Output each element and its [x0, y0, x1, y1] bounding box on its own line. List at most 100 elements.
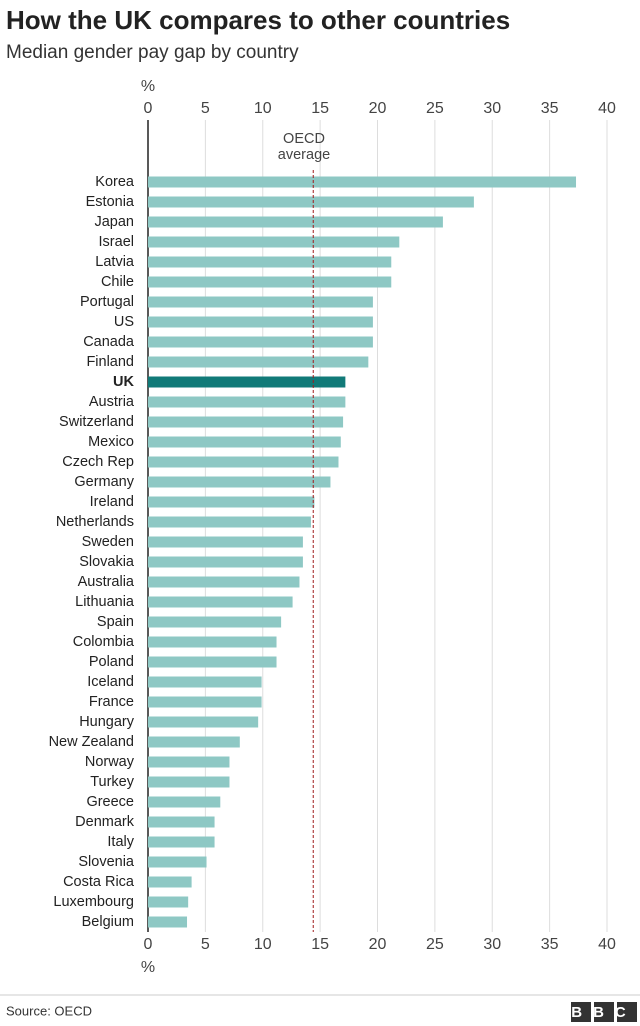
y-tick-label: Japan: [94, 214, 134, 230]
y-tick-label: Latvia: [95, 254, 135, 270]
y-tick-label: Portugal: [80, 294, 134, 310]
bar: [148, 296, 373, 308]
x-tick-label: 15: [311, 100, 329, 117]
bar: [148, 576, 300, 588]
x-axis-label: %: [141, 78, 155, 95]
bar: [148, 416, 344, 428]
x-axis-label: %: [141, 959, 155, 976]
bar: [148, 256, 392, 268]
x-tick-label: 30: [483, 936, 501, 953]
y-tick-label: Mexico: [88, 434, 134, 450]
bar: [148, 176, 577, 188]
y-tick-label: New Zealand: [49, 734, 134, 750]
bar: [148, 336, 373, 348]
x-tick-label: 10: [254, 936, 272, 953]
bar: [148, 736, 240, 748]
bar: [148, 196, 474, 208]
annotation-label: OECD: [283, 131, 325, 147]
y-tick-label: Korea: [95, 174, 135, 190]
bar: [148, 356, 369, 368]
bar: [148, 496, 315, 508]
bar: [148, 836, 215, 848]
bar: [148, 896, 189, 908]
y-tick-label: Ireland: [90, 494, 134, 510]
x-tick-label: 30: [483, 100, 501, 117]
bar: [148, 456, 339, 468]
annotation-label: average: [278, 147, 330, 163]
bar: [148, 376, 346, 388]
y-tick-label: Denmark: [75, 814, 135, 830]
bar: [148, 656, 277, 668]
bar: [148, 476, 331, 488]
x-tick-label: 35: [541, 936, 559, 953]
y-tick-label: Canada: [83, 334, 135, 350]
x-tick-label: 5: [201, 936, 210, 953]
x-tick-label: 35: [541, 100, 559, 117]
bar: [148, 316, 373, 328]
x-tick-label: 10: [254, 100, 272, 117]
logo-boxes: [571, 1002, 637, 1022]
bar: [148, 696, 262, 708]
x-tick-label: 0: [144, 936, 153, 953]
bar: [148, 536, 303, 548]
y-tick-label: US: [114, 314, 134, 330]
bar: [148, 616, 282, 628]
bar: [148, 676, 262, 688]
y-tick-label: Israel: [99, 234, 134, 250]
y-tick-label: Czech Rep: [62, 454, 134, 470]
x-tick-label: 0: [144, 100, 153, 117]
y-tick-label: Lithuania: [75, 594, 135, 610]
bar: [148, 796, 221, 808]
logo: BBC: [571, 1004, 637, 1021]
y-tick-label: Hungary: [79, 714, 135, 730]
y-tick-label: Australia: [78, 574, 135, 590]
x-tick-label: 20: [369, 100, 387, 117]
y-tick-label: Poland: [89, 654, 134, 670]
y-tick-label: Germany: [74, 474, 134, 490]
bar: [148, 436, 341, 448]
x-tick-label: 40: [598, 100, 616, 117]
bar: [148, 396, 346, 408]
x-tick-label: 40: [598, 936, 616, 953]
bar: [148, 596, 293, 608]
x-tick-label: 5: [201, 100, 210, 117]
bar: [148, 856, 207, 868]
bar: [148, 516, 311, 528]
y-tick-label: Iceland: [87, 674, 134, 690]
y-tick-label: Sweden: [82, 534, 134, 550]
y-tick-label: Netherlands: [56, 514, 134, 530]
y-tick-label: Slovakia: [79, 554, 135, 570]
y-tick-label: Finland: [86, 354, 134, 370]
chart-title: How the UK compares to other countries: [6, 5, 510, 35]
y-tick-label: France: [89, 694, 134, 710]
bar: [148, 776, 230, 788]
y-tick-label: Estonia: [86, 194, 135, 210]
bar: [148, 916, 188, 928]
y-tick-label: Slovenia: [78, 854, 135, 870]
x-tick-label: 15: [311, 936, 329, 953]
y-tick-label: Spain: [97, 614, 134, 630]
y-tick-label: Colombia: [73, 634, 135, 650]
y-tick-label: Austria: [89, 394, 135, 410]
source: Source: OECD: [6, 1003, 92, 1018]
x-tick-label: 25: [426, 936, 444, 953]
bar: [148, 816, 215, 828]
y-tick-label: Switzerland: [59, 414, 134, 430]
bar: [148, 216, 443, 228]
y-tick-label: Chile: [101, 274, 134, 290]
bar: [148, 716, 259, 728]
bar: [148, 236, 400, 248]
y-tick-label: UK: [113, 374, 134, 390]
y-tick-label: Norway: [85, 754, 135, 770]
chart-subtitle: Median gender pay gap by country: [6, 42, 299, 63]
bar: [148, 876, 192, 888]
bar: [148, 276, 392, 288]
y-tick-label: Turkey: [90, 774, 135, 790]
y-tick-label: Luxembourg: [53, 894, 134, 910]
bar: [148, 556, 303, 568]
y-tick-label: Belgium: [82, 914, 134, 930]
y-tick-label: Greece: [86, 794, 134, 810]
y-tick-label: Italy: [107, 834, 134, 850]
bar: [148, 636, 277, 648]
